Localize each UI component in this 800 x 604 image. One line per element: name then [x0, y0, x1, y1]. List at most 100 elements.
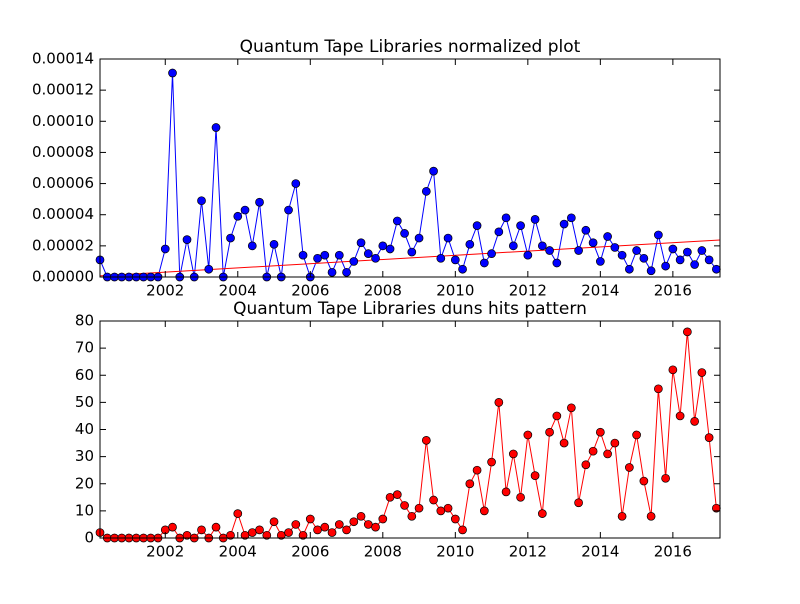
data-point — [588, 446, 598, 456]
data-point — [356, 511, 366, 521]
data-point — [494, 398, 504, 407]
data-point — [523, 430, 533, 440]
data-point — [646, 266, 656, 276]
data-point — [211, 522, 221, 532]
data-point — [197, 525, 206, 535]
data-point — [334, 250, 344, 260]
data-point — [537, 241, 547, 251]
x-tick-label: 2010 — [436, 282, 474, 300]
data-point — [559, 219, 569, 229]
y-tick-label: 20 — [75, 474, 94, 492]
data-point — [530, 471, 540, 480]
data-point — [168, 68, 177, 78]
x-tick-label: 2014 — [581, 282, 619, 300]
data-point — [639, 476, 649, 486]
data-point — [596, 427, 605, 437]
data-point — [545, 427, 554, 437]
data-point — [284, 205, 293, 215]
data-point — [566, 213, 576, 223]
data-point — [639, 253, 649, 263]
x-tick-label: 2006 — [291, 543, 329, 561]
y-tick-label: 0.00010 — [32, 112, 94, 130]
data-point — [298, 250, 308, 260]
y-tick-label: 0 — [84, 529, 94, 547]
data-point — [704, 255, 714, 265]
data-point — [683, 247, 692, 257]
data-point — [617, 250, 627, 260]
data-point — [363, 249, 373, 258]
data-point — [443, 503, 453, 513]
data-point — [552, 258, 562, 268]
x-tick-label: 2016 — [654, 543, 692, 561]
x-tick-label: 2004 — [219, 543, 257, 561]
x-tick-label: 2002 — [146, 282, 184, 300]
y-tick-label: 60 — [75, 366, 94, 384]
data-point — [429, 495, 438, 505]
chart-title: Quantum Tape Libraries normalized plot — [240, 37, 581, 57]
data-point — [552, 411, 562, 421]
data-point — [334, 520, 344, 529]
data-point — [603, 232, 612, 241]
data-point — [675, 411, 685, 421]
data-point — [683, 327, 692, 337]
data-point — [327, 528, 337, 537]
x-tick-label: 2008 — [364, 282, 402, 300]
data-point — [327, 267, 337, 277]
data-point — [581, 460, 591, 470]
data-point — [603, 449, 612, 459]
y-tick-label: 0.00006 — [32, 174, 94, 192]
data-point — [487, 249, 496, 258]
data-point — [581, 225, 591, 235]
data-point — [487, 457, 496, 467]
data-point — [516, 492, 525, 502]
data-point — [574, 246, 583, 255]
data-point — [211, 123, 221, 132]
data-point — [407, 247, 417, 257]
data-point — [182, 235, 192, 244]
data-point — [668, 365, 678, 375]
data-point — [363, 520, 373, 529]
data-point — [392, 216, 402, 226]
data-point — [675, 255, 685, 265]
data-point — [690, 417, 699, 426]
data-point — [530, 215, 540, 224]
data-point — [596, 257, 605, 266]
data-point — [523, 250, 533, 260]
data-point — [313, 525, 322, 535]
x-tick-label: 2012 — [509, 543, 547, 561]
x-tick-label: 2002 — [146, 543, 184, 561]
data-point — [429, 166, 438, 176]
y-tick-label: 50 — [75, 393, 94, 411]
data-point — [697, 368, 707, 377]
data-point — [349, 257, 359, 266]
data-point — [537, 509, 547, 518]
y-tick-label: 10 — [75, 501, 94, 519]
data-point — [385, 492, 395, 502]
data-point — [661, 473, 670, 483]
data-point — [298, 530, 308, 540]
data-point — [450, 255, 460, 265]
data-point — [378, 514, 388, 524]
data-point — [233, 211, 243, 221]
chart-title: Quantum Tape Libraries duns hits pattern — [233, 299, 587, 319]
data-point — [610, 438, 620, 448]
data-point — [320, 250, 330, 260]
data-point — [240, 205, 250, 215]
data-point — [494, 227, 504, 237]
data-point — [450, 514, 460, 524]
x-tick-label: 2004 — [219, 282, 257, 300]
y-tick-label: 0.00002 — [32, 236, 94, 254]
data-point — [588, 238, 598, 248]
data-point — [436, 253, 446, 263]
data-point — [400, 229, 409, 238]
data-point — [501, 213, 511, 223]
data-point — [421, 436, 431, 445]
axes-frame — [99, 58, 721, 278]
data-point — [632, 246, 641, 255]
y-tick-label: 80 — [75, 312, 94, 330]
data-point — [204, 264, 214, 274]
x-tick-label: 2016 — [654, 282, 692, 300]
data-point — [436, 506, 446, 516]
y-tick-label: 0.00004 — [32, 205, 94, 223]
